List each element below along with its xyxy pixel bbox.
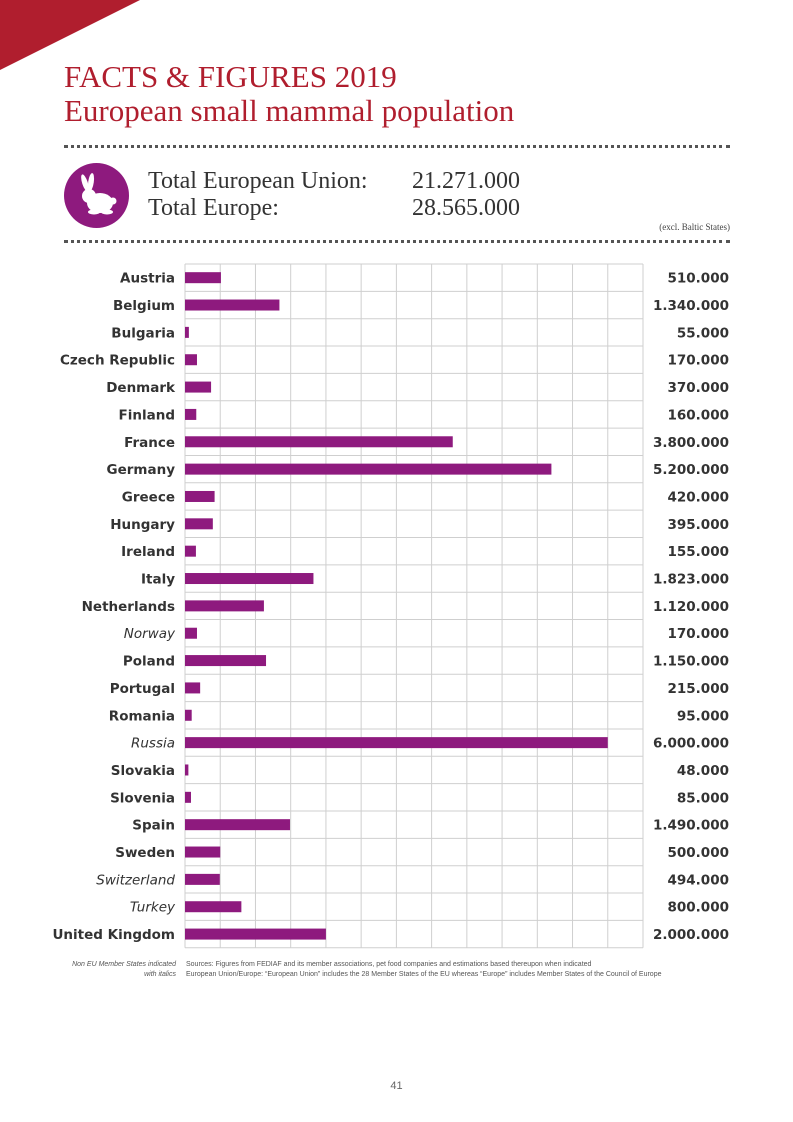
bar-greece xyxy=(185,490,215,502)
value-label-sweden: 500.000 xyxy=(668,845,730,861)
value-label-germany: 5.200.000 xyxy=(653,462,729,478)
category-label-greece: Greece xyxy=(122,489,175,505)
category-label-ireland: Ireland xyxy=(121,544,175,560)
bar-poland xyxy=(185,655,267,667)
value-label-greece: 420.000 xyxy=(668,489,730,505)
category-label-bulgaria: Bulgaria xyxy=(111,325,175,341)
bar-bulgaria xyxy=(185,326,189,338)
bar-netherlands xyxy=(185,600,264,612)
value-label-czech-republic: 170.000 xyxy=(668,353,730,369)
value-label-denmark: 370.000 xyxy=(668,380,730,396)
bar-spain xyxy=(185,819,290,831)
bar-turkey xyxy=(185,901,242,913)
value-label-italy: 1.823.000 xyxy=(653,572,729,588)
bar-sweden xyxy=(185,846,221,858)
total-europe-label: Total Europe: xyxy=(148,195,279,221)
category-label-romania: Romania xyxy=(109,708,175,724)
category-label-finland: Finland xyxy=(119,407,175,423)
bar-chart: Austria 510.000 Belgium 1.340.000 Bulgaria 55… xyxy=(52,263,730,949)
bar-united-kingdom xyxy=(185,928,326,940)
bar-slovenia xyxy=(185,791,191,803)
category-label-portugal: Portugal xyxy=(110,681,175,697)
total-eu-value: 21.271.000 xyxy=(412,168,520,194)
value-label-bulgaria: 55.000 xyxy=(677,325,729,341)
value-label-france: 3.800.000 xyxy=(653,435,729,451)
category-label-united-kingdom: United Kingdom xyxy=(52,927,175,943)
value-label-spain: 1.490.000 xyxy=(653,818,729,834)
value-label-russia: 6.000.000 xyxy=(653,736,729,752)
category-label-russia: Russia xyxy=(131,736,175,752)
value-label-slovakia: 48.000 xyxy=(677,763,729,779)
category-label-turkey: Turkey xyxy=(130,900,176,916)
category-label-italy: Italy xyxy=(141,572,175,588)
category-label-sweden: Sweden xyxy=(115,845,175,861)
totals-block: Total European Union: 21.271.000 Total E… xyxy=(148,168,568,222)
baltic-note: (excl. Baltic States) xyxy=(659,222,730,232)
category-label-switzerland: Switzerland xyxy=(96,872,175,888)
value-label-austria: 510.000 xyxy=(668,271,730,287)
page-number: 41 xyxy=(390,1080,403,1092)
rabbit-icon xyxy=(64,163,129,228)
category-label-austria: Austria xyxy=(120,271,175,287)
bar-denmark xyxy=(185,381,212,393)
bar-slovakia xyxy=(185,764,189,776)
value-label-norway: 170.000 xyxy=(668,626,730,642)
footnote-non-eu-line-1: Non EU Member States indicated xyxy=(72,961,176,968)
category-label-czech-republic: Czech Republic xyxy=(60,353,175,369)
footnote-non-eu: Non EU Member States indicated with ital… xyxy=(40,960,176,980)
value-label-united-kingdom: 2.000.000 xyxy=(653,927,729,943)
value-label-turkey: 800.000 xyxy=(668,900,730,916)
value-label-ireland: 155.000 xyxy=(668,544,730,560)
category-label-belgium: Belgium xyxy=(113,298,175,314)
total-eu-label: Total European Union: xyxy=(148,168,368,194)
value-label-netherlands: 1.120.000 xyxy=(653,599,729,615)
value-label-slovenia: 85.000 xyxy=(677,790,729,806)
value-label-romania: 95.000 xyxy=(677,708,729,724)
category-label-spain: Spain xyxy=(132,818,175,834)
page-title: FACTS & FIGURES 2019 European small mamm… xyxy=(64,60,514,128)
corner-decoration xyxy=(0,0,140,70)
dotted-divider-top xyxy=(64,145,730,148)
category-label-norway: Norway xyxy=(124,626,176,642)
bar-czech-republic xyxy=(185,354,197,366)
value-label-finland: 160.000 xyxy=(668,407,730,423)
bar-portugal xyxy=(185,682,201,694)
bar-austria xyxy=(185,272,221,284)
footnote-definition-line: European Union/Europe: “European Union” … xyxy=(186,971,662,978)
value-label-portugal: 215.000 xyxy=(668,681,730,697)
category-label-poland: Poland xyxy=(123,654,175,670)
category-label-france: France xyxy=(124,435,175,451)
bar-germany xyxy=(185,463,552,475)
footnote-non-eu-line-2: with italics xyxy=(144,971,176,978)
category-label-germany: Germany xyxy=(107,462,176,478)
title-line-1: FACTS & FIGURES 2019 xyxy=(64,59,397,94)
value-label-hungary: 395.000 xyxy=(668,517,730,533)
bar-hungary xyxy=(185,518,213,530)
footnote-sources: Sources: Figures from FEDIAF and its mem… xyxy=(186,960,746,980)
total-europe-value: 28.565.000 xyxy=(412,195,520,221)
category-label-denmark: Denmark xyxy=(106,380,176,396)
category-label-netherlands: Netherlands xyxy=(82,599,175,615)
title-line-2: European small mammal population xyxy=(64,93,515,128)
category-label-slovakia: Slovakia xyxy=(111,763,175,779)
bar-france xyxy=(185,436,453,448)
bar-ireland xyxy=(185,545,196,557)
category-label-slovenia: Slovenia xyxy=(110,790,175,806)
bar-romania xyxy=(185,709,192,721)
footnote-sources-line: Sources: Figures from FEDIAF and its mem… xyxy=(186,961,592,968)
category-label-hungary: Hungary xyxy=(110,517,175,533)
bar-russia xyxy=(185,737,608,749)
bar-switzerland xyxy=(185,873,220,885)
value-label-poland: 1.150.000 xyxy=(653,654,729,670)
bar-italy xyxy=(185,573,314,585)
value-label-belgium: 1.340.000 xyxy=(653,298,729,314)
dotted-divider-bottom xyxy=(64,240,730,243)
value-label-switzerland: 494.000 xyxy=(668,872,730,888)
bar-norway xyxy=(185,627,197,639)
bar-belgium xyxy=(185,299,280,311)
bar-finland xyxy=(185,408,197,420)
